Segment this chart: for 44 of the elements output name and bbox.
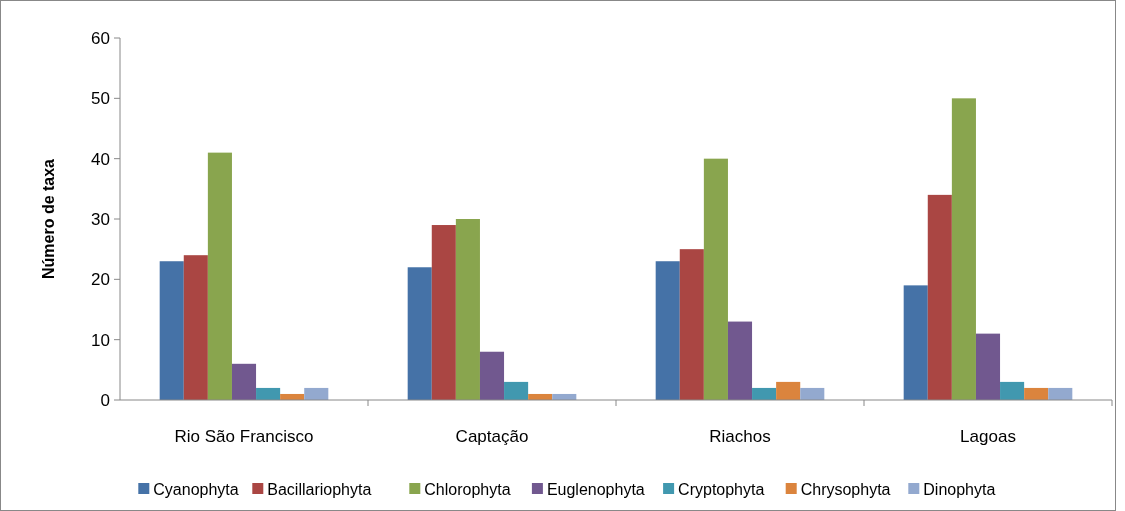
bar (207, 152, 232, 400)
bar (159, 261, 184, 400)
bar (951, 98, 976, 400)
bar (304, 387, 329, 400)
bar (183, 255, 208, 400)
legend-label: Bacillariophyta (267, 480, 372, 498)
legend-label: Cyanophyta (153, 480, 239, 498)
bar (903, 285, 928, 400)
legend-label: Euglenophyta (546, 480, 645, 498)
y-tick-label: 30 (91, 209, 110, 229)
bar (752, 387, 777, 400)
bar (800, 387, 825, 400)
bar (679, 249, 704, 400)
y-tick-label: 40 (91, 149, 110, 169)
bar (504, 381, 529, 400)
x-tick-label: Riachos (709, 427, 771, 446)
x-tick-label: Rio São Francisco (174, 427, 314, 446)
legend-label: Dinophyta (923, 480, 996, 498)
bar (431, 225, 456, 400)
bar (1024, 387, 1049, 400)
bar (776, 381, 801, 400)
y-tick-label: 20 (91, 270, 110, 290)
legend-label: Chlorophyta (424, 480, 511, 498)
bar (703, 158, 728, 400)
bar (975, 333, 1001, 400)
x-tick-label: Captação (455, 427, 529, 446)
bar (1000, 381, 1025, 400)
bar (1048, 387, 1073, 400)
y-tick-label: 60 (91, 28, 110, 48)
y-tick-label: 0 (100, 390, 110, 410)
y-tick-label: 10 (91, 330, 110, 350)
legend-label: Cryptophyta (678, 480, 765, 498)
bar (479, 351, 505, 400)
legend-label: Chrysophyta (800, 480, 891, 498)
bar (455, 219, 480, 400)
y-axis-title: Número de taxa (40, 158, 57, 280)
bar (655, 261, 680, 400)
bar (256, 387, 281, 400)
x-tick-label: Lagoas (960, 427, 1016, 446)
bar (727, 321, 753, 400)
bar (927, 194, 952, 400)
y-tick-label: 50 (91, 89, 110, 109)
bar (231, 363, 257, 400)
bar (407, 267, 432, 400)
